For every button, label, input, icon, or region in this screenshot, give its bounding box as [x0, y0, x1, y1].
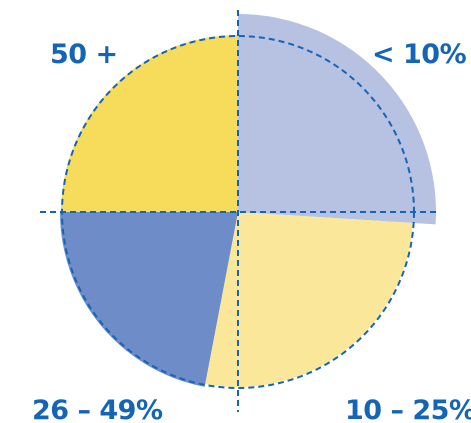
slice-label-under-10: < 10%	[372, 39, 467, 70]
slice-50-plus	[61, 35, 238, 212]
slice-26-49	[60, 212, 238, 387]
pie-slices	[60, 14, 436, 387]
slice-label-10-25: 10 – 25%	[345, 395, 471, 423]
slice-10-25	[205, 212, 413, 387]
reference-guides	[40, 10, 440, 412]
slice-label-50-plus: 50 +	[50, 39, 118, 70]
slice-under-10	[238, 14, 436, 225]
slice-label-26-49: 26 – 49%	[32, 395, 163, 423]
